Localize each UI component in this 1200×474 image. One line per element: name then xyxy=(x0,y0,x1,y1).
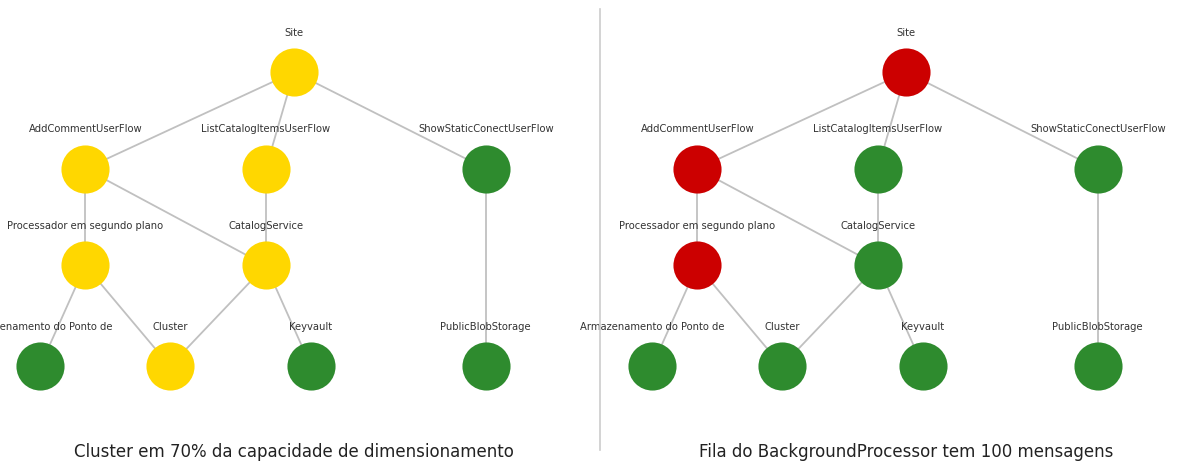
Text: PublicBlobStorage: PublicBlobStorage xyxy=(1052,322,1144,332)
Point xyxy=(913,362,932,370)
Point xyxy=(476,165,496,173)
Point xyxy=(31,362,50,370)
Text: ShowStaticConectUserFlow: ShowStaticConectUserFlow xyxy=(1030,125,1165,135)
Point xyxy=(257,165,276,173)
Point xyxy=(1088,165,1108,173)
Text: Armazenamento do Ponto de: Armazenamento do Ponto de xyxy=(580,322,725,332)
Point xyxy=(257,262,276,269)
Point xyxy=(896,68,916,76)
Text: Processador em segundo plano: Processador em segundo plano xyxy=(7,221,163,231)
Text: Cluster: Cluster xyxy=(764,322,799,332)
Point xyxy=(76,262,95,269)
Point xyxy=(161,362,180,370)
Text: Keyvault: Keyvault xyxy=(289,322,332,332)
Point xyxy=(76,165,95,173)
Text: Cluster em 70% da capacidade de dimensionamento: Cluster em 70% da capacidade de dimensio… xyxy=(74,443,514,461)
Text: Fila do BackgroundProcessor tem 100 mensagens: Fila do BackgroundProcessor tem 100 mens… xyxy=(698,443,1114,461)
Text: ListCatalogItemsUserFlow: ListCatalogItemsUserFlow xyxy=(202,125,330,135)
Text: Keyvault: Keyvault xyxy=(901,322,944,332)
Text: AddCommentUserFlow: AddCommentUserFlow xyxy=(29,125,142,135)
Text: Processador em segundo plano: Processador em segundo plano xyxy=(619,221,775,231)
Point xyxy=(869,165,888,173)
Text: Cluster: Cluster xyxy=(152,322,187,332)
Text: AddCommentUserFlow: AddCommentUserFlow xyxy=(641,125,754,135)
Point xyxy=(869,262,888,269)
Text: Site: Site xyxy=(896,28,916,38)
Text: Site: Site xyxy=(284,28,304,38)
Point xyxy=(688,165,707,173)
Point xyxy=(1088,362,1108,370)
Point xyxy=(476,362,496,370)
Point xyxy=(301,362,320,370)
Text: CatalogService: CatalogService xyxy=(840,221,916,231)
Text: ShowStaticConectUserFlow: ShowStaticConectUserFlow xyxy=(418,125,553,135)
Point xyxy=(284,68,304,76)
Text: CatalogService: CatalogService xyxy=(228,221,304,231)
Text: Armazenamento do Ponto de: Armazenamento do Ponto de xyxy=(0,322,113,332)
Point xyxy=(688,262,707,269)
Text: PublicBlobStorage: PublicBlobStorage xyxy=(440,322,532,332)
Point xyxy=(773,362,792,370)
Point xyxy=(643,362,662,370)
Text: ListCatalogItemsUserFlow: ListCatalogItemsUserFlow xyxy=(814,125,942,135)
